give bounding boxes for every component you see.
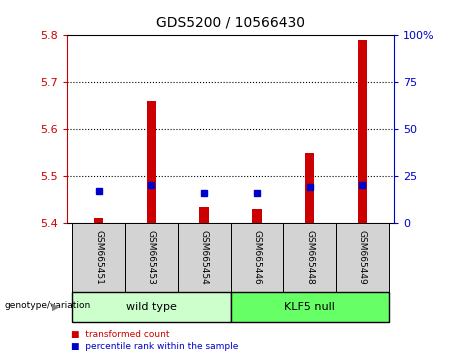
Text: GSM665449: GSM665449 bbox=[358, 230, 367, 285]
Bar bbox=[230, 223, 284, 292]
Bar bbox=[72, 223, 125, 292]
Bar bbox=[94, 218, 103, 223]
Text: GSM665451: GSM665451 bbox=[94, 230, 103, 285]
Text: GSM665454: GSM665454 bbox=[200, 230, 209, 285]
Bar bbox=[177, 223, 230, 292]
Text: GSM665453: GSM665453 bbox=[147, 230, 156, 285]
Text: KLF5 null: KLF5 null bbox=[284, 302, 335, 312]
Text: ■  percentile rank within the sample: ■ percentile rank within the sample bbox=[71, 342, 239, 352]
Bar bbox=[72, 292, 230, 322]
Bar bbox=[358, 40, 367, 223]
Text: GSM665446: GSM665446 bbox=[252, 230, 261, 285]
Text: wild type: wild type bbox=[126, 302, 177, 312]
Bar bbox=[147, 101, 156, 223]
Text: GDS5200 / 10566430: GDS5200 / 10566430 bbox=[156, 16, 305, 30]
Bar bbox=[199, 207, 209, 223]
Bar bbox=[230, 292, 389, 322]
Text: genotype/variation: genotype/variation bbox=[5, 301, 91, 310]
Text: ■  transformed count: ■ transformed count bbox=[71, 330, 170, 339]
Bar bbox=[336, 223, 389, 292]
Bar bbox=[305, 153, 314, 223]
Text: GSM665448: GSM665448 bbox=[305, 230, 314, 285]
Bar bbox=[252, 209, 262, 223]
Bar bbox=[284, 223, 336, 292]
Text: ▶: ▶ bbox=[52, 302, 59, 312]
Bar bbox=[125, 223, 177, 292]
